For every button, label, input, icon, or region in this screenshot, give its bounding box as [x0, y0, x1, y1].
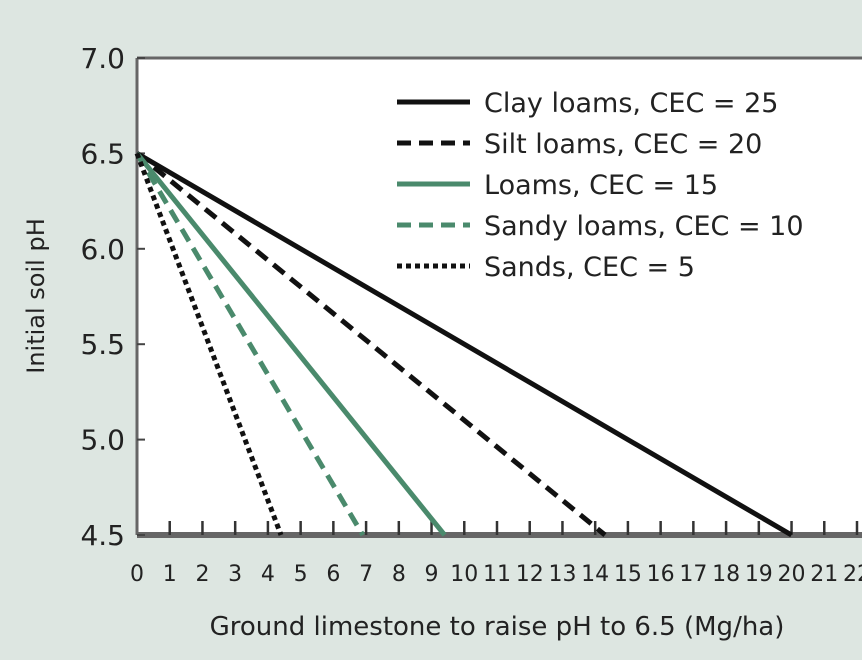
x-tick-label: 2	[195, 562, 209, 587]
axes: 4.55.05.56.06.57.00 1 2 3 4 5 6 7 8 9 10 11 12 13 14 15…	[80, 42, 862, 587]
x-tick-label: 12	[516, 562, 544, 587]
x-tick-label: 20	[778, 562, 806, 587]
x-tick-label: 6	[326, 562, 340, 587]
x-tick-label: 22	[843, 562, 862, 587]
x-tick-label: 21	[810, 562, 838, 587]
x-tick-label: 18	[712, 562, 740, 587]
x-tick-label: 3	[228, 562, 242, 587]
x-tick-label: 4	[261, 562, 275, 587]
series-line-4	[134, 152, 365, 537]
legend-label: Clay loams, CEC = 25	[484, 88, 778, 119]
x-tick-label: 0	[130, 562, 144, 587]
x-axis-title: Ground limestone to raise pH to 6.5 (Mg/…	[210, 612, 785, 642]
series-line-5	[134, 152, 284, 536]
x-tick-label: 15	[614, 562, 642, 587]
legend-label: Loams, CEC = 15	[484, 170, 718, 201]
x-tick-label: 11	[483, 562, 511, 587]
legend: Clay loams, CEC = 25 Silt loams, CEC = 20…	[397, 88, 804, 283]
y-tick-label: 7.0	[80, 42, 125, 75]
series-line-1	[135, 151, 793, 538]
legend-label: Sandy loams, CEC = 10	[484, 211, 804, 242]
x-tick-label: 13	[548, 562, 576, 587]
x-tick-label: 16	[647, 562, 675, 587]
x-tick-label: 19	[745, 562, 773, 587]
series-line-3	[135, 151, 447, 537]
y-tick-label: 6.5	[80, 137, 125, 170]
y-tick-label: 5.0	[80, 424, 125, 457]
x-tick-label: 14	[581, 562, 609, 587]
y-tick-label: 5.5	[80, 328, 125, 361]
x-tick-label: 5	[294, 562, 308, 587]
x-tick-label: 9	[425, 562, 439, 587]
y-tick-label: 6.0	[80, 233, 125, 266]
y-tick-label: 4.5	[80, 519, 125, 552]
series-lines	[134, 151, 793, 538]
x-tick-label: 7	[359, 562, 373, 587]
x-tick-label: 17	[679, 562, 707, 587]
y-axis-title: Initial soil pH	[22, 218, 50, 373]
x-tick-label: 8	[392, 562, 406, 587]
x-tick-label: 10	[450, 562, 478, 587]
x-tick-label: 1	[163, 562, 177, 587]
plot-area	[137, 58, 862, 535]
legend-label: Sands, CEC = 5	[484, 252, 695, 283]
series-line-2	[135, 151, 607, 537]
legend-label: Silt loams, CEC = 20	[484, 129, 762, 160]
